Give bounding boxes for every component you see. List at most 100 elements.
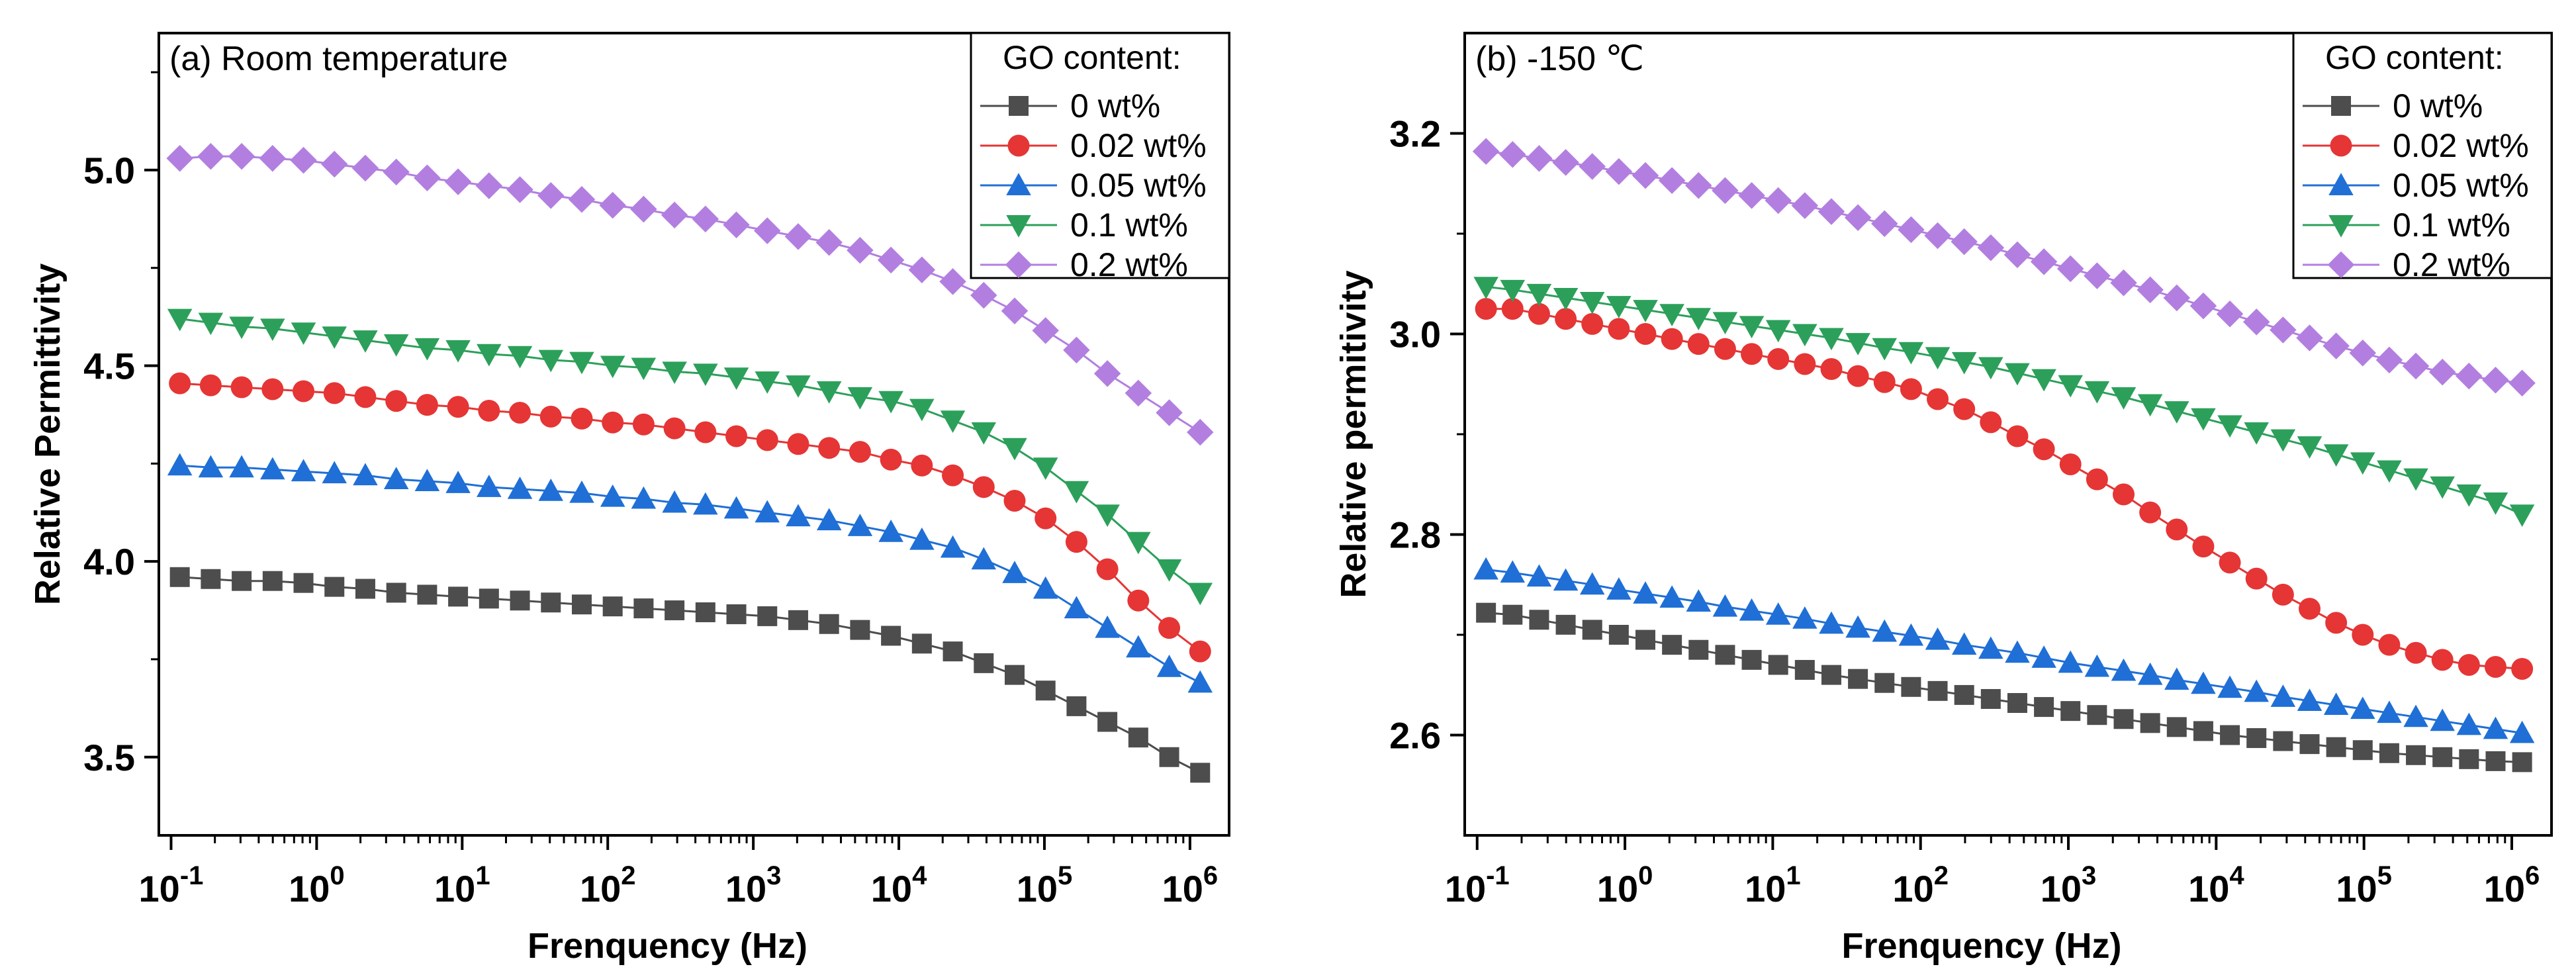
- data-point-series-3: [1792, 324, 1817, 347]
- data-point-series-2: [2217, 675, 2242, 698]
- data-point-series-0: [2193, 721, 2213, 741]
- y-tick-label: 2.8: [1389, 514, 1441, 556]
- data-point-series-4: [1632, 162, 1659, 189]
- data-point-series-1: [323, 382, 345, 404]
- legend-label-3: 0.1 wt%: [2393, 207, 2510, 244]
- data-point-series-1: [1501, 298, 1524, 320]
- data-point-series-2: [538, 478, 564, 501]
- data-point-series-0: [1159, 747, 1179, 767]
- data-point-series-1: [1687, 333, 1710, 355]
- data-point-series-0: [1066, 696, 1087, 716]
- data-point-series-4: [2349, 340, 2377, 367]
- y-tick-label: 3.0: [1389, 314, 1441, 355]
- data-point-series-0: [1529, 610, 1549, 630]
- data-point-series-3: [198, 312, 224, 336]
- data-point-series-4: [784, 223, 812, 250]
- data-point-series-2: [2164, 667, 2189, 690]
- data-point-series-4: [2323, 332, 2350, 359]
- data-point-series-1: [2325, 612, 2348, 634]
- data-point-series-2: [1739, 598, 1765, 621]
- data-point-series-0: [2007, 693, 2027, 714]
- data-point-series-2: [477, 475, 502, 497]
- legend-marker-4: [1005, 251, 1033, 279]
- data-point-series-3: [1845, 333, 1870, 355]
- data-point-series-4: [599, 191, 626, 219]
- panel-a-ticks: 10-1 100 101 102 103 104 105 106 3.5 4.0 4.5 5.0: [83, 71, 1219, 909]
- data-point-series-1: [1528, 303, 1550, 325]
- data-point-series-0: [2326, 737, 2346, 757]
- data-point-series-0: [943, 641, 963, 662]
- data-point-series-2: [847, 514, 873, 536]
- panel-a-x-axis-title: Frenquency (Hz): [528, 926, 807, 966]
- data-point-series-0: [1768, 655, 1788, 675]
- data-point-series-4: [1526, 145, 1553, 172]
- data-point-series-0: [479, 588, 499, 609]
- data-point-series-0: [2459, 749, 2479, 769]
- y-tick-label: 2.6: [1389, 715, 1441, 757]
- x-tick-label: 105: [2336, 861, 2392, 909]
- data-point-series-4: [537, 182, 565, 209]
- panel-a-legend-items: 0 wt%0.02 wt%0.05 wt%0.1 wt%0.2 wt%: [980, 87, 1207, 283]
- data-point-series-2: [2403, 704, 2428, 727]
- data-point-series-2: [383, 467, 409, 489]
- data-point-series-0: [1688, 639, 1709, 660]
- data-point-series-3: [2244, 422, 2269, 445]
- data-point-series-0: [1954, 684, 1974, 705]
- series-line-0: [179, 576, 1201, 774]
- data-point-series-2: [940, 535, 966, 558]
- data-point-series-0: [2246, 728, 2267, 749]
- data-point-series-2: [322, 461, 347, 484]
- data-point-series-3: [2084, 381, 2110, 404]
- series-line-4: [1486, 150, 2522, 385]
- data-point-series-0: [2485, 751, 2506, 771]
- data-point-series-1: [416, 394, 438, 416]
- data-point-series-0: [1582, 620, 1602, 640]
- data-point-series-2: [2244, 679, 2269, 702]
- data-point-series-0: [1715, 645, 1735, 665]
- panel-b-x-axis-title: Frenquency (Hz): [1841, 926, 2121, 966]
- data-point-series-0: [2140, 713, 2160, 733]
- data-point-series-4: [1951, 228, 1978, 256]
- data-point-series-3: [1872, 338, 1898, 361]
- data-point-series-0: [541, 592, 561, 613]
- data-point-series-3: [2111, 387, 2137, 410]
- data-point-series-1: [385, 390, 408, 412]
- data-point-series-2: [755, 500, 780, 523]
- data-point-series-4: [661, 201, 688, 229]
- data-point-series-3: [445, 340, 471, 363]
- panel-a-title: (a) Room temperature: [169, 40, 508, 78]
- data-point-series-4: [1605, 158, 1633, 185]
- data-point-series-3: [569, 351, 594, 375]
- data-point-series-0: [911, 633, 932, 654]
- data-point-series-1: [1555, 308, 1577, 330]
- data-point-series-2: [2031, 645, 2056, 668]
- x-tick-label: 106: [1162, 861, 1219, 909]
- data-point-series-3: [662, 361, 687, 385]
- data-point-series-2: [1033, 576, 1058, 599]
- data-point-series-1: [756, 429, 778, 451]
- panel-a-legend-title: GO content:: [1003, 39, 1181, 76]
- data-point-series-1: [1127, 589, 1150, 612]
- data-point-series-1: [1820, 358, 1843, 381]
- data-point-series-4: [2084, 262, 2111, 289]
- data-point-series-4: [2216, 300, 2244, 328]
- data-point-series-1: [972, 476, 995, 498]
- data-point-series-1: [230, 376, 253, 398]
- data-point-series-2: [1845, 615, 1870, 638]
- data-point-series-3: [2217, 415, 2242, 438]
- panel-b-legend-items: 0 wt%0.02 wt%0.05 wt%0.1 wt%0.2 wt%: [2303, 87, 2529, 283]
- data-point-series-2: [2191, 671, 2216, 694]
- data-point-series-2: [909, 527, 935, 550]
- data-point-series-0: [1635, 629, 1655, 650]
- data-point-series-2: [229, 455, 254, 478]
- x-tick-label: 105: [1017, 861, 1073, 909]
- data-point-series-1: [354, 386, 377, 408]
- x-tick-label: 102: [580, 861, 636, 909]
- data-point-series-1: [2139, 501, 2162, 524]
- data-point-series-3: [1064, 481, 1089, 504]
- data-point-series-3: [2403, 468, 2428, 491]
- data-point-series-4: [1579, 153, 1606, 180]
- data-point-series-1: [2298, 598, 2321, 620]
- data-point-series-0: [1097, 712, 1118, 732]
- data-point-series-4: [1156, 399, 1183, 426]
